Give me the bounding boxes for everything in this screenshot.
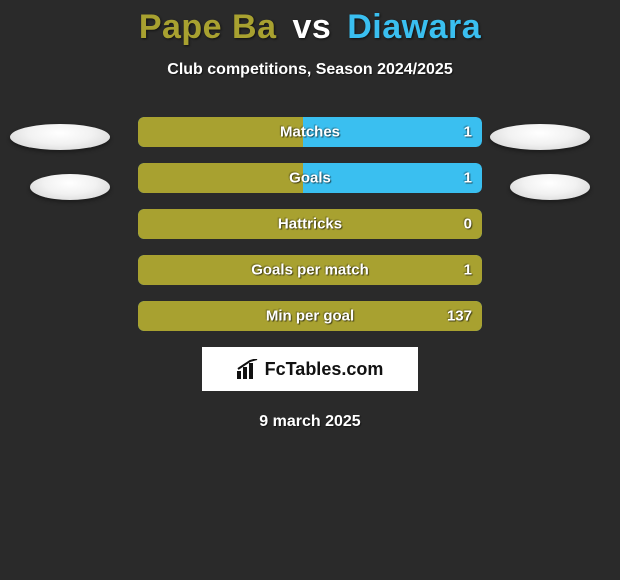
decorative-ellipse [10,124,110,150]
stat-value: 1 [464,262,472,279]
stat-label: Matches [280,124,340,141]
stat-value: 137 [447,308,472,325]
bar-fill [138,117,303,147]
bar-fill [138,163,303,193]
stat-label: Hattricks [278,216,342,233]
comparison-title: Pape Ba vs Diawara [0,0,620,47]
vs-label: vs [292,8,331,46]
stat-row: Min per goal 137 [138,301,482,331]
stat-label: Goals [289,170,331,187]
stat-row: Hattricks 0 [138,209,482,239]
stat-row: Goals 1 [138,163,482,193]
subtitle: Club competitions, Season 2024/2025 [0,61,620,79]
stat-label: Min per goal [266,308,354,325]
stat-value: 0 [464,216,472,233]
stat-value: 1 [464,170,472,187]
stats-chart: Matches 1 Goals 1 Hattricks 0 Goals per match 1… [138,117,482,331]
date-label: 9 march 2025 [0,413,620,431]
stat-value: 1 [464,124,472,141]
stat-row: Goals per match 1 [138,255,482,285]
decorative-ellipse [510,174,590,200]
stat-label: Goals per match [251,262,369,279]
brand-text: FcTables.com [265,359,384,380]
player2-name: Diawara [347,8,481,46]
player1-name: Pape Ba [139,8,277,46]
decorative-ellipse [490,124,590,150]
decorative-ellipse [30,174,110,200]
stat-row: Matches 1 [138,117,482,147]
brand-chart-icon [237,359,259,379]
brand-box: FcTables.com [202,347,418,391]
